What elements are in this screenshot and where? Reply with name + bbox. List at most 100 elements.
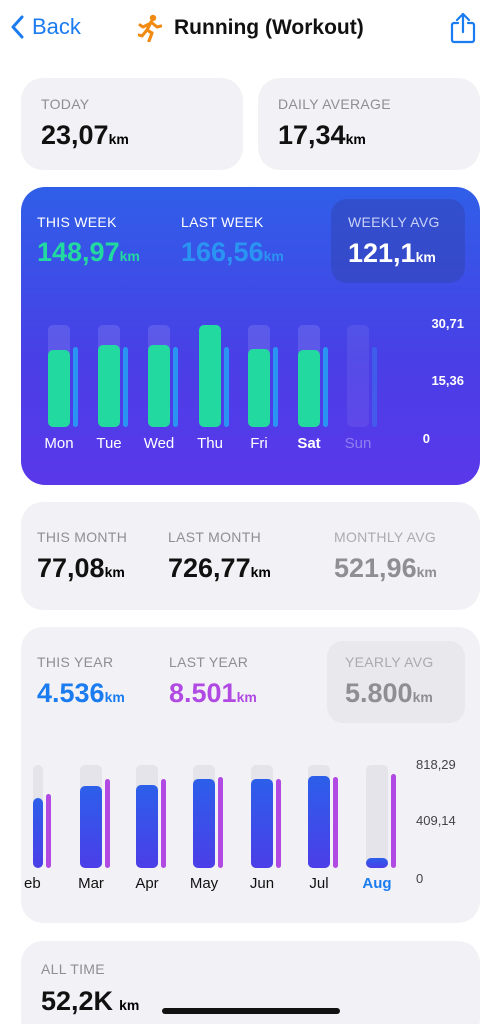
this-month-value: 77,08 [37,553,105,583]
yearly-month-label-jun: Jun [249,875,275,892]
yearly-month-label-mar: Mar [78,875,104,892]
all-time-label: ALL TIME [41,961,105,977]
weekly-bar-tue[interactable] [98,325,120,427]
this-year-label: THIS YEAR [37,654,114,670]
yearly-last-year-bar-eb [46,794,51,868]
yearly-month-label-apr: Apr [135,875,159,892]
yearly-average-box: YEARLY AVG 5.800km [327,641,465,723]
last-month-unit: km [250,564,271,580]
weekly-bar-fill-wed [148,345,170,427]
yearly-bar-fill-may [193,779,215,868]
last-month-label: LAST MONTH [168,529,261,545]
weekly-last-week-bar-fri [273,347,278,427]
weekly-day-label-fri: Fri [250,435,268,452]
monthly-average-unit: km [416,564,437,580]
yearly-average-label: YEARLY AVG [345,654,434,670]
weekly-average-label: WEEKLY AVG [348,214,440,230]
yearly-last-year-bar-apr [161,779,166,868]
weekly-average-value: 121,1 [348,238,416,268]
weekly-day-label-sat: Sat [297,435,321,452]
weekly-bar-fill-fri [248,349,270,427]
title-group: Running (Workout) [138,14,364,42]
last-week-value: 166,56 [181,237,264,267]
weekly-last-week-bar-sat [323,347,328,427]
navigation-bar: Back Running (Workout) [0,0,501,58]
weekly-bar-sat[interactable] [298,325,320,427]
this-year-unit: km [104,689,125,705]
chevron-left-icon [11,15,24,39]
share-icon [450,12,476,44]
yearly-tick-mid: 409,14 [416,813,456,828]
daily-average-card: DAILY AVERAGE 17,34km [258,78,480,170]
yearly-month-label-eb: eb [24,875,41,892]
weekly-average-box: WEEKLY AVG 121,1km [331,199,465,283]
last-year-label: LAST YEAR [169,654,249,670]
weekly-bar-sun[interactable] [347,325,369,427]
last-year-value: 8.501 [169,678,237,708]
yearly-bar-fill-jun [251,779,273,868]
yearly-bar-fill-apr [136,785,158,868]
weekly-tick-mid: 15,36 [431,373,464,388]
monthly-average-value: 521,96 [334,553,417,583]
last-week-label: LAST WEEK [181,214,264,230]
all-time-unit: km [119,997,140,1013]
weekly-tick-max: 30,71 [431,316,464,331]
daily-average-value: 17,34 [278,120,346,150]
weekly-last-week-bar-tue [123,347,128,427]
this-week-value: 148,97 [37,237,120,267]
weekly-bar-fill-sat [298,350,320,427]
yearly-month-label-jul: Jul [309,875,329,892]
weekly-bar-wed[interactable] [148,325,170,427]
yearly-month-label-may: May [189,875,219,892]
last-week-unit: km [263,248,284,264]
yearly-average-value: 5.800 [345,678,413,708]
daily-average-unit: km [345,131,366,147]
monthly-average-label: MONTHLY AVG [334,529,437,545]
weekly-bar-thu[interactable] [199,325,221,427]
yearly-last-year-bar-aug [391,774,396,868]
page-title: Running (Workout) [174,16,364,39]
yearly-tick-max: 818,29 [416,757,456,772]
last-year-unit: km [236,689,257,705]
weekly-day-label-sun: Sun [344,435,372,452]
today-label: TODAY [41,96,90,112]
yearly-bar-jul[interactable] [308,765,330,868]
yearly-bar-fill-jul [308,776,330,868]
all-time-value: 52,2K [41,986,114,1016]
weekly-day-label-mon: Mon [44,435,74,452]
this-week-unit: km [119,248,140,264]
this-week-label: THIS WEEK [37,214,117,230]
yearly-average-unit: km [412,689,433,705]
today-card: TODAY 23,07km [21,78,243,170]
weekly-tick-zero: 0 [422,431,430,446]
this-year-value: 4.536 [37,678,105,708]
home-indicator[interactable] [162,1008,340,1014]
yearly-bar-fill-eb [33,798,43,868]
last-month-value: 726,77 [168,553,251,583]
weekly-last-week-bar-thu [224,347,229,427]
weekly-day-label-wed: Wed [143,435,175,452]
weekly-last-week-bar-wed [173,347,178,427]
back-button[interactable]: Back [10,14,81,40]
yearly-bar-aug[interactable] [366,765,388,868]
yearly-last-year-bar-jun [276,779,281,868]
yearly-bar-jun[interactable] [251,765,273,868]
yearly-last-year-bar-jul [333,777,338,868]
yearly-month-label-aug: Aug [362,875,392,892]
monthly-card: THIS MONTH 77,08km LAST MONTH 726,77km M… [21,502,480,610]
weekly-card[interactable]: THIS WEEK 148,97km LAST WEEK 166,56km WE… [21,187,480,485]
today-unit: km [108,131,129,147]
yearly-bar-apr[interactable] [136,765,158,868]
yearly-bar-may[interactable] [193,765,215,868]
running-figure-icon [138,14,162,42]
weekly-bar-fri[interactable] [248,325,270,427]
weekly-bar-fill-tue [98,345,120,427]
yearly-bar-fill-aug [366,858,388,868]
weekly-bar-mon[interactable] [48,325,70,427]
yearly-last-year-bar-mar [105,779,110,868]
weekly-day-label-thu: Thu [197,435,223,452]
weekly-last-week-bar-sun [372,347,377,427]
share-button[interactable] [449,12,477,49]
yearly-bar-mar[interactable] [80,765,102,868]
yearly-bar-eb[interactable] [33,765,43,868]
